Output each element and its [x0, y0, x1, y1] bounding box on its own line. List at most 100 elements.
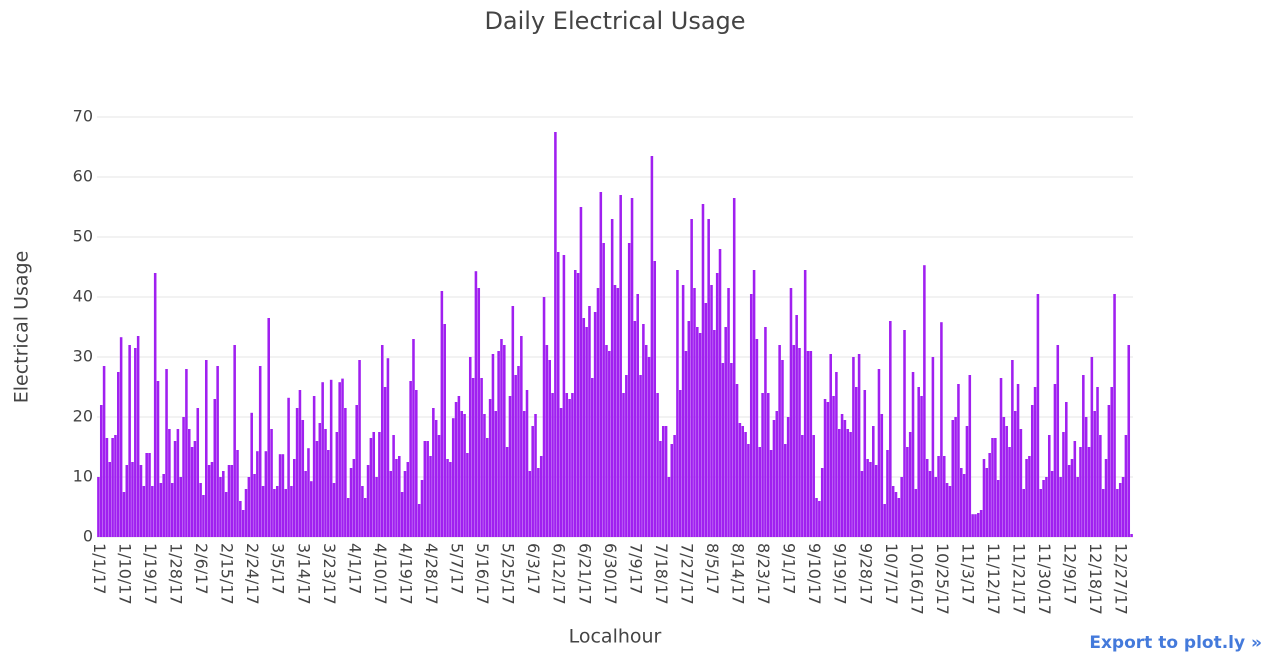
bar [508, 396, 512, 537]
bar [1033, 387, 1037, 537]
x-tick-label: 4/10/17 [371, 543, 390, 605]
bar [724, 327, 727, 537]
bar [940, 322, 943, 537]
bar [380, 345, 384, 537]
x-tick-label: 10/7/17 [882, 543, 901, 605]
bar [1067, 465, 1071, 537]
bar [165, 369, 168, 537]
bar [942, 456, 946, 537]
bar [1090, 357, 1094, 537]
x-tick-label: 1/19/17 [141, 543, 160, 605]
bar [1005, 426, 1008, 537]
bar [224, 492, 228, 537]
bar [809, 351, 813, 537]
bar [599, 192, 603, 537]
bar [432, 408, 435, 537]
x-tick-label: 9/10/17 [805, 543, 824, 605]
x-tick-label: 7/18/17 [652, 543, 671, 605]
bar [395, 459, 398, 537]
bar [429, 456, 432, 537]
x-tick-label: 2/24/17 [243, 543, 262, 605]
bar [168, 429, 171, 537]
x-tick-label: 3/5/17 [269, 543, 288, 595]
bar [852, 357, 855, 537]
bar [210, 462, 214, 537]
bar [136, 336, 140, 537]
bar [585, 327, 588, 537]
bar [505, 447, 509, 537]
bar [406, 462, 410, 537]
bar [290, 486, 293, 537]
bar [1118, 483, 1122, 537]
x-tick-label: 6/3/17 [524, 543, 543, 595]
x-tick-label: 9/28/17 [856, 543, 875, 605]
bar [701, 204, 705, 537]
bar [1036, 294, 1040, 537]
bar [775, 411, 779, 537]
bar [369, 438, 373, 537]
x-axis-title: Localhour [569, 626, 662, 648]
bar [1104, 459, 1108, 537]
bar [1047, 435, 1051, 537]
bar [349, 468, 353, 537]
bar [863, 390, 867, 537]
x-tick-label: 9/1/17 [780, 543, 799, 595]
bar [415, 390, 418, 537]
bar [642, 324, 645, 537]
bar [1096, 387, 1099, 537]
bar [1099, 435, 1102, 537]
x-tick-label: 11/30/17 [1035, 543, 1054, 615]
x-tick-label: 10/25/17 [933, 543, 952, 615]
bar [732, 198, 736, 537]
bar [102, 366, 106, 537]
bar [846, 429, 850, 537]
bar [713, 330, 716, 537]
bar [176, 429, 180, 537]
bar [264, 451, 268, 537]
bar [1073, 441, 1077, 537]
bar [219, 477, 222, 537]
bar [644, 345, 648, 537]
bar [185, 369, 188, 537]
x-tick-label: 6/30/17 [601, 543, 620, 605]
bar [122, 492, 126, 537]
bar [659, 441, 662, 537]
bar [236, 450, 239, 537]
bar [803, 270, 807, 537]
bar [542, 297, 546, 537]
bar [616, 288, 620, 537]
bar [247, 477, 251, 537]
x-tick-label: 12/9/17 [1061, 543, 1080, 605]
bar [937, 456, 940, 537]
bar [795, 315, 798, 537]
bar [1124, 435, 1128, 537]
bar [514, 375, 517, 537]
bar [454, 402, 458, 537]
bar [270, 429, 273, 537]
bar [1093, 411, 1096, 537]
bar [522, 411, 526, 537]
y-tick-label: 60 [73, 167, 93, 186]
bar [420, 480, 424, 537]
bar [315, 441, 319, 537]
bar [426, 441, 429, 537]
bar [134, 348, 137, 537]
bar [480, 378, 483, 537]
bar [1022, 489, 1026, 537]
bar [355, 405, 358, 537]
bar [346, 498, 350, 537]
bar [832, 396, 835, 537]
x-tick-label: 2/6/17 [192, 543, 211, 595]
bar [931, 357, 935, 537]
bar [999, 378, 1003, 537]
bar [721, 363, 725, 537]
bar [125, 465, 129, 537]
export-link[interactable]: Export to plot.ly » [1089, 633, 1262, 653]
bar [920, 396, 923, 537]
bar [591, 378, 594, 537]
bar [1130, 534, 1133, 537]
bar [979, 510, 983, 537]
bar [145, 453, 148, 537]
bar [239, 501, 242, 537]
bar [1050, 471, 1054, 537]
